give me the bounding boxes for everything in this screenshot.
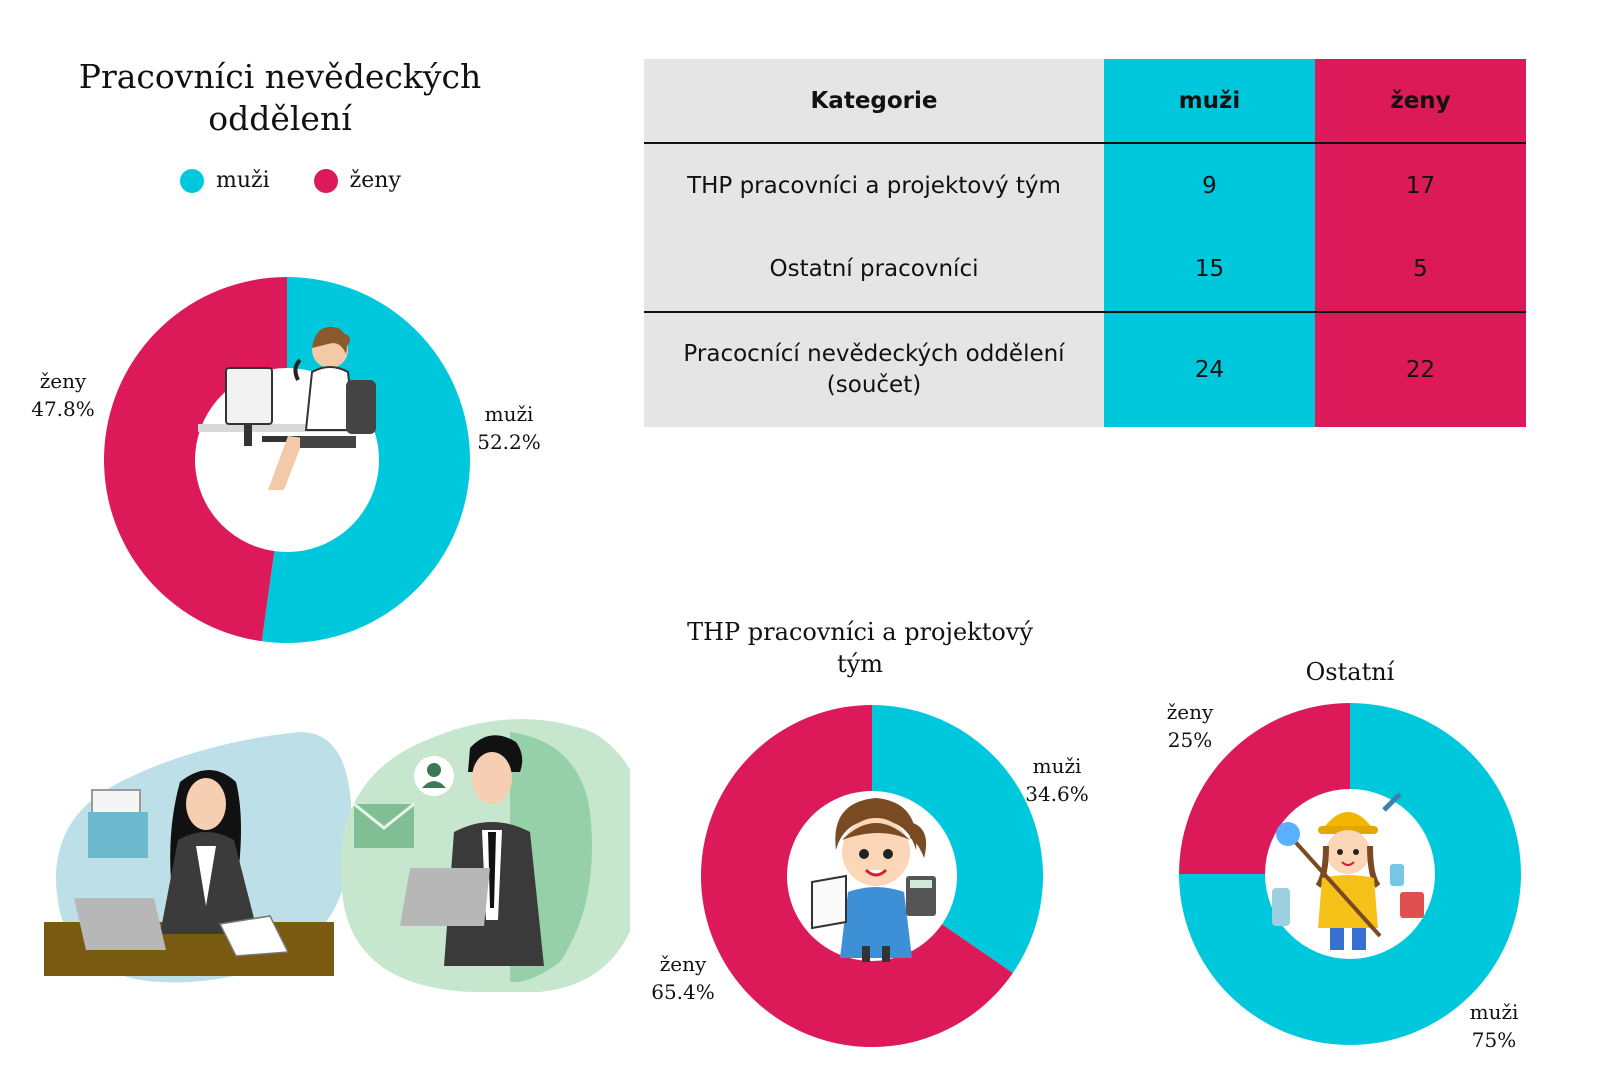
label-name: ženy: [1166, 700, 1214, 724]
thp-label-zeny: ženy 65.4%: [648, 950, 718, 1006]
label-name: ženy: [659, 952, 707, 976]
donut-slice-zeny: [701, 705, 1013, 1047]
donut-slice-muzi: [872, 705, 1043, 974]
table-row-2-muzi: 15: [1194, 255, 1225, 282]
label-name: muži: [484, 402, 534, 426]
ostatni-label-zeny: ženy 25%: [1160, 698, 1220, 754]
label-name: muži: [1469, 1000, 1519, 1024]
table-row-1-category: THP pracovníci a projektový tým: [687, 172, 1061, 199]
table-col-muzi: [1104, 59, 1315, 427]
businesswoman-at-laptop-illustration: [44, 732, 352, 983]
ostatni-chart-title: Ostatní: [1305, 658, 1395, 686]
donut-thp: [701, 705, 1043, 1047]
table-col-category: [644, 59, 1104, 427]
donut-slice-zeny: [104, 277, 287, 642]
label-value: 47.8%: [31, 397, 95, 421]
label-value: 65.4%: [651, 980, 715, 1004]
label-name: ženy: [39, 369, 87, 393]
table-row-1-zeny: 17: [1405, 172, 1436, 199]
ostatni-label-muzi: muži 75%: [1464, 998, 1524, 1054]
donut-slice-muzi: [261, 277, 471, 643]
table-rule-top: [644, 142, 1526, 144]
label-value: 75%: [1471, 1028, 1517, 1052]
label-value: 52.2%: [477, 430, 541, 454]
table-header-category: Kategorie: [810, 87, 938, 114]
thp-label-muzi: muži 34.6%: [1022, 752, 1092, 808]
table-header-muzi: muži: [1178, 87, 1241, 114]
table-row-3-category: Pracocnící nevědeckých oddělení (součet): [683, 341, 1065, 398]
cleaner-with-supplies-illustration: [1272, 792, 1424, 950]
table-col-zeny: [1315, 59, 1526, 427]
table-row-1-muzi: 9: [1202, 172, 1217, 199]
main-label-muzi: muži 52.2%: [476, 400, 542, 456]
legend-item-muzi: muži: [180, 168, 270, 193]
table-row-3-muzi: 24: [1194, 356, 1225, 383]
thp-chart-title: THP pracovníci a projektový tým: [687, 618, 1033, 678]
table-rule-sum: [644, 311, 1526, 313]
businessman-with-laptop-illustration: [340, 719, 630, 992]
label-value: 25%: [1167, 728, 1213, 752]
legend-label-zeny: ženy: [349, 168, 401, 193]
donut-slice-zeny: [1179, 703, 1350, 874]
table-header-zeny: ženy: [1390, 87, 1451, 114]
data-table: Kategorie muži ženy THP pracovníci a pro…: [644, 59, 1526, 427]
label-value: 34.6%: [1025, 782, 1089, 806]
donut-slice-muzi: [1179, 703, 1521, 1045]
table-row-2-zeny: 5: [1413, 255, 1428, 282]
legend-swatch-muzi: [180, 168, 204, 193]
girl-with-book-and-calculator-illustration: [811, 798, 936, 962]
main-label-zeny: ženy 47.8%: [30, 367, 96, 423]
table-row-3-zeny: 22: [1405, 356, 1436, 383]
table-row-2-category: Ostatní pracovníci: [769, 255, 979, 282]
decorative-illustrations: [44, 719, 630, 992]
label-name: muži: [1032, 754, 1082, 778]
chart-legend: muži ženy: [180, 168, 401, 193]
legend-label-muzi: muži: [216, 168, 270, 193]
donut-ostatni: [1179, 703, 1521, 1045]
legend-item-zeny: ženy: [313, 168, 401, 193]
woman-at-office-desk-illustration: [198, 326, 376, 490]
main-chart-title: Pracovníci nevědeckých oddělení: [78, 57, 482, 138]
legend-swatch-zeny: [313, 168, 338, 193]
